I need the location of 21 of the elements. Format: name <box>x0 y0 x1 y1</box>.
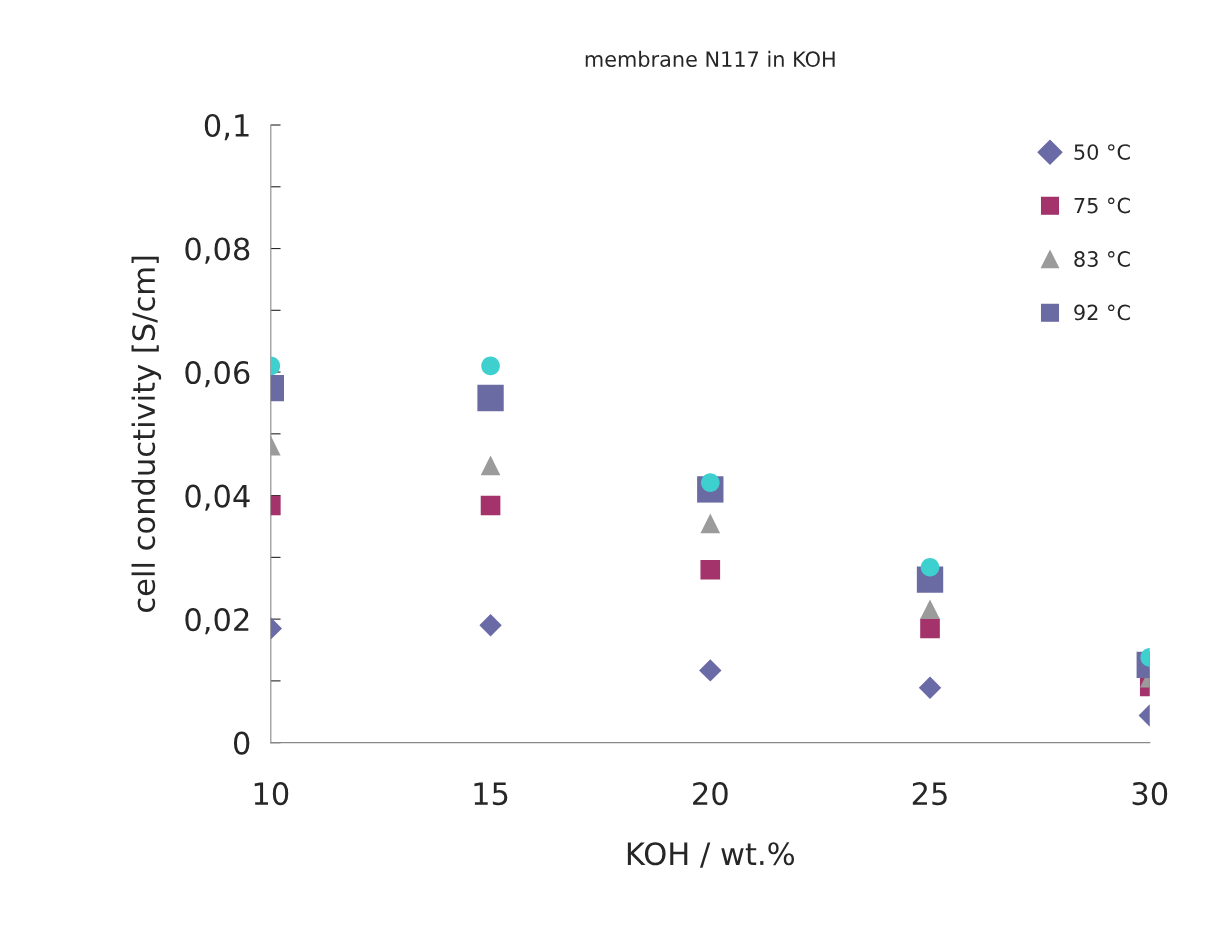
point <box>699 659 722 682</box>
x-tick-label: 15 <box>474 782 508 806</box>
y-axis-title: cell conductivity [S/cm] <box>131 256 162 612</box>
y-tick-label: 0 <box>233 731 250 755</box>
legend-label: 75 °C <box>1074 197 1130 214</box>
y-tick-label: 0,1 <box>204 113 249 141</box>
y-tick-label: 0,02 <box>185 608 249 635</box>
y-tick-label: 0,04 <box>185 484 250 511</box>
x-tick-label: 30 <box>1132 782 1168 806</box>
x-tick-label: 10 <box>254 782 289 806</box>
x-tick-label: 25 <box>912 782 947 806</box>
y-tick-label: 0,06 <box>185 361 250 388</box>
legend-label: 50 °C <box>1074 144 1130 160</box>
point <box>700 559 721 580</box>
y-tick-label: 0,08 <box>185 237 250 264</box>
x-axis-title: KOH / wt.% <box>627 842 795 868</box>
point <box>700 513 721 534</box>
legend-label: 92 °C <box>1074 304 1130 321</box>
legend-label: 83 °C <box>1074 251 1130 267</box>
chart-title: membrane N117 in KOH <box>585 50 835 67</box>
x-tick-label: 20 <box>693 782 728 806</box>
